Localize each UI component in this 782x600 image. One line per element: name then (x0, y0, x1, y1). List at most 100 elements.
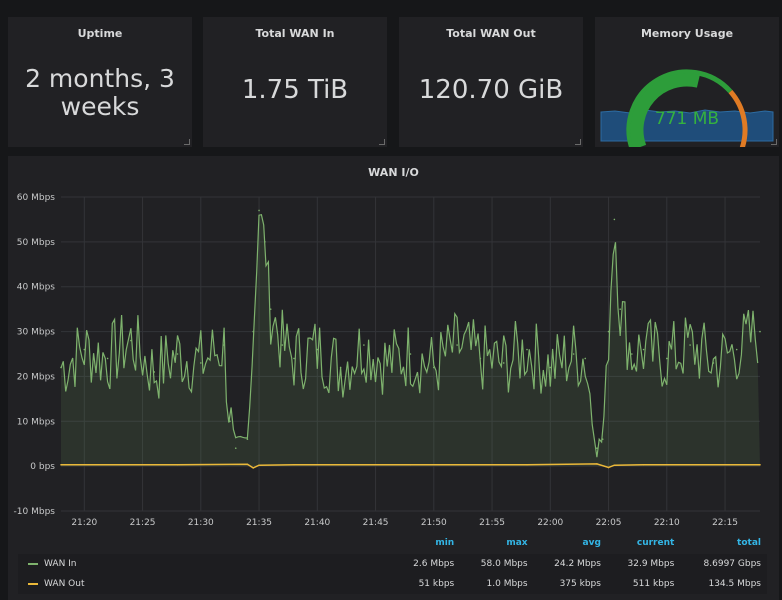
resize-handle-icon[interactable] (771, 139, 777, 145)
wan-in-point (712, 362, 715, 364)
panel-title[interactable]: WAN I/O (368, 166, 419, 179)
wan-in-point (502, 362, 505, 364)
legend-avg: 375 kbps (559, 579, 601, 589)
wan-in-point (526, 348, 528, 351)
uptime-value: 2 months, 3 weeks (25, 64, 175, 121)
total-wan-out-value: 120.70 GiB (418, 75, 564, 105)
wan-in-point (130, 339, 132, 342)
x-tick-label: 22:00 (537, 518, 563, 528)
wan-in-point (223, 344, 225, 346)
x-tick-label: 21:35 (246, 518, 272, 528)
wan-in-point (246, 438, 249, 441)
series-swatch-icon[interactable] (28, 582, 38, 585)
y-tick-label: -10 Mbps (14, 507, 56, 517)
panel-title[interactable]: Uptime (77, 27, 123, 40)
x-tick-label: 22:05 (596, 518, 622, 528)
memory-gauge-fill-arc (630, 73, 700, 147)
wan-in-point (689, 344, 691, 346)
legend-header-avg[interactable]: avg (582, 538, 601, 548)
wan-in-point (479, 357, 482, 360)
resize-handle-icon[interactable] (575, 139, 581, 145)
wan-out-point (60, 463, 62, 466)
wan-out-point (759, 463, 761, 466)
y-tick-label: 20 Mbps (17, 372, 56, 382)
x-tick-label: 21:25 (130, 518, 156, 528)
wan-in-point (229, 420, 231, 423)
uptime-panel[interactable]: Uptime 2 months, 3 weeks (8, 17, 192, 147)
wan-in-point (339, 366, 342, 369)
legend-row-wan-out[interactable]: WAN Out 51 kbps 1.0 Mbps 375 kbps 511 kb… (18, 574, 767, 594)
legend-current: 511 kbps (632, 579, 675, 589)
wan-out-point (409, 463, 412, 466)
legend-current: 32.9 Mbps (627, 559, 675, 569)
series-swatch-icon[interactable] (28, 562, 38, 565)
legend-header-min[interactable]: min (435, 538, 455, 548)
y-tick-label: 0 bps (30, 462, 55, 472)
wan-in-point (363, 344, 365, 346)
wan-in-point (60, 366, 62, 369)
total-wan-in-panel[interactable]: Total WAN In 1.75 TiB (203, 17, 387, 147)
total-wan-in-value: 1.75 TiB (241, 75, 349, 105)
wan-in-point (386, 362, 389, 364)
x-tick-label: 21:20 (71, 518, 97, 528)
wan-out-point (596, 463, 598, 465)
wan-in-point (572, 353, 575, 355)
wan-in-point (759, 330, 761, 333)
wan-in-point (456, 344, 458, 346)
wan-in-point (153, 371, 155, 373)
legend-total: 8.6997 Gbps (703, 559, 761, 569)
y-tick-label: 50 Mbps (17, 238, 56, 248)
wan-in-point (619, 308, 621, 310)
wan-in-point (584, 357, 587, 360)
memory-usage-panel[interactable]: Memory Usage 771 MB (595, 17, 779, 147)
wan-io-panel[interactable]: WAN I/O 60 Mbps 50 Mbps 40 Mbps 30 Mbps 20 M… (8, 156, 779, 600)
x-tick-label: 21:30 (188, 518, 214, 528)
memory-usage-value: 771 MB (655, 109, 719, 129)
wan-in-point (642, 348, 645, 351)
wan-in-point (106, 357, 109, 360)
wan-in-point (601, 438, 604, 441)
wan-out-point (293, 463, 295, 466)
x-tick-label: 21:50 (421, 518, 447, 528)
wan-out-point (642, 463, 645, 466)
wan-in-point (433, 366, 435, 369)
x-tick-label: 21:55 (479, 518, 505, 528)
y-tick-label: 40 Mbps (17, 283, 56, 293)
panel-title[interactable]: Total WAN In (255, 27, 335, 40)
legend-min: 2.6 Mbps (413, 559, 455, 569)
legend-row-wan-in[interactable]: WAN In 2.6 Mbps 58.0 Mbps 24.2 Mbps 32.9… (18, 554, 767, 574)
memory-gauge-threshold-arc (728, 89, 748, 147)
legend-series-name[interactable]: WAN In (44, 559, 77, 569)
x-tick-label: 22:10 (654, 518, 680, 528)
wan-in-point (293, 357, 295, 360)
wan-in-line (60, 213, 759, 458)
wan-io-chart[interactable]: 60 Mbps 50 Mbps 40 Mbps 30 Mbps 20 Mbps 10 Mb… (8, 184, 779, 556)
x-tick-label: 21:45 (363, 518, 389, 528)
wan-out-point (246, 463, 249, 466)
graph-legend: min max avg current total WAN In 2.6 Mbp… (18, 534, 767, 594)
wan-in-point (269, 308, 272, 310)
wan-in-point (613, 218, 616, 221)
legend-header-total[interactable]: total (737, 538, 761, 548)
legend-series-name[interactable]: WAN Out (44, 579, 85, 589)
legend-header-max[interactable]: max (506, 538, 528, 548)
panel-title[interactable]: Memory Usage (640, 27, 734, 40)
wan-in-area (61, 214, 760, 467)
x-tick-label: 21:40 (304, 518, 330, 528)
wan-out-point (613, 464, 616, 467)
wan-in-point (666, 357, 668, 360)
wan-out-point (258, 464, 260, 467)
total-wan-out-panel[interactable]: Total WAN Out 120.70 GiB (399, 17, 583, 147)
resize-handle-icon[interactable] (379, 139, 385, 145)
resize-handle-icon[interactable] (184, 139, 190, 145)
legend-max: 58.0 Mbps (480, 559, 528, 569)
panel-title[interactable]: Total WAN Out (446, 27, 536, 40)
legend-header-current[interactable]: current (636, 538, 675, 548)
wan-in-point (316, 348, 319, 351)
legend-avg: 24.2 Mbps (554, 559, 601, 569)
legend-min: 51 kbps (418, 579, 455, 589)
wan-in-point (409, 353, 412, 355)
wan-in-point (252, 330, 255, 333)
wan-out-point (607, 466, 610, 469)
wan-in-point (607, 330, 610, 333)
